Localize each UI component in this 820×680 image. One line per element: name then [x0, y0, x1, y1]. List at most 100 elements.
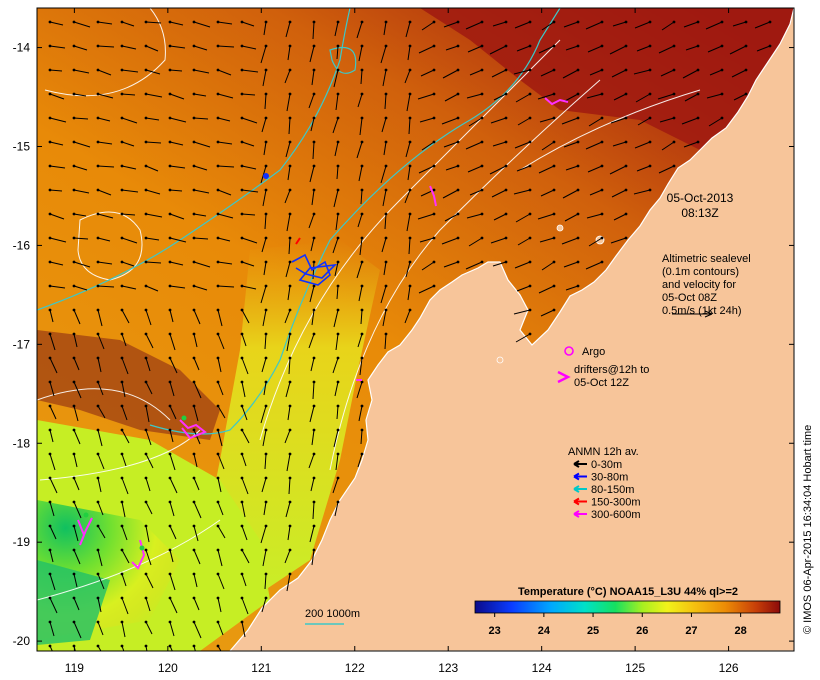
colorbar-tick-label: 23 — [489, 625, 501, 637]
velocity-arrow — [120, 644, 125, 651]
velocity-arrow — [168, 284, 186, 289]
velocity-arrow — [72, 356, 80, 371]
velocity-arrow — [120, 524, 128, 541]
velocity-arrow — [443, 260, 460, 268]
velocity-arrow — [144, 308, 152, 326]
velocity-arrow — [120, 452, 127, 467]
velocity-arrow — [334, 500, 340, 517]
velocity-arrow — [168, 548, 174, 563]
velocity-arrow — [565, 284, 580, 291]
velocity-arrow — [192, 404, 199, 422]
velocity-arrow — [359, 236, 364, 256]
velocity-arrow — [466, 212, 484, 219]
velocity-arrow — [48, 92, 65, 100]
velocity-arrow — [192, 524, 199, 542]
velocity-arrow — [309, 164, 316, 183]
velocity-arrow — [419, 236, 436, 243]
velocity-arrow — [216, 212, 234, 219]
velocity-arrow — [515, 92, 532, 103]
anmn-arrowhead-icon — [573, 497, 580, 506]
velocity-arrow — [120, 620, 126, 638]
velocity-arrow — [287, 44, 292, 61]
velocity-arrow — [383, 20, 388, 36]
velocity-arrow — [683, 20, 700, 28]
velocity-arrow — [262, 428, 268, 447]
velocity-arrow — [72, 572, 78, 588]
velocity-arrow — [96, 68, 112, 76]
velocity-arrow — [309, 284, 316, 303]
velocity-arrow — [262, 68, 268, 87]
x-tick-label: 120 — [158, 661, 178, 675]
velocity-arrow — [240, 164, 257, 170]
velocity-arrow — [286, 92, 292, 112]
velocity-arrow — [72, 308, 81, 325]
velocity-arrow — [310, 116, 316, 132]
velocity-arrow — [539, 236, 556, 243]
velocity-arrow — [120, 596, 129, 615]
velocity-arrow — [404, 68, 412, 84]
velocity-arrow — [168, 236, 187, 243]
velocity-arrow — [467, 44, 484, 53]
velocity-arrow — [334, 380, 340, 397]
velocity-arrow — [516, 44, 532, 52]
velocity-arrow — [48, 236, 67, 243]
velocity-arrow — [517, 236, 532, 246]
credit-text: © IMOS 06-Apr-2015 16:34:04 Hobart time — [802, 425, 814, 634]
velocity-arrow — [310, 236, 316, 252]
velocity-arrow — [48, 620, 55, 637]
velocity-arrow — [382, 68, 388, 87]
velocity-arrow — [312, 500, 316, 520]
velocity-arrow — [565, 164, 580, 171]
velocity-arrow — [72, 596, 80, 611]
velocity-arrow — [48, 380, 55, 397]
velocity-arrow — [492, 20, 508, 27]
velocity-arrow — [540, 188, 556, 197]
velocity-arrow — [420, 68, 436, 77]
velocity-arrow — [312, 140, 316, 160]
velocity-arrow — [261, 356, 268, 373]
velocity-arrow — [261, 236, 268, 253]
velocity-arrow — [308, 92, 316, 109]
drifter-track-blue — [291, 253, 338, 286]
velocity-arrow — [310, 356, 316, 372]
velocity-arrow — [288, 476, 292, 495]
velocity-arrow — [563, 20, 580, 28]
velocity-arrow — [467, 164, 484, 173]
velocity-arrow — [48, 548, 54, 563]
velocity-arrow — [144, 260, 162, 264]
velocity-arrow — [585, 140, 604, 150]
velocity-arrow — [168, 164, 186, 169]
velocity-arrow — [144, 428, 152, 446]
y-tick-label: -14 — [13, 41, 31, 55]
velocity-arrow — [357, 212, 364, 228]
velocity-arrow — [48, 332, 56, 351]
velocity-arrow — [240, 284, 257, 290]
anmn-legend-label: 300-600m — [591, 509, 641, 521]
velocity-arrow — [541, 260, 556, 271]
velocity-arrow — [192, 68, 210, 74]
argo-legend: Argo — [564, 346, 605, 358]
velocity-arrow — [311, 188, 316, 206]
velocity-arrow — [358, 164, 364, 182]
velocity-arrow — [681, 116, 700, 125]
velocity-arrow — [515, 332, 532, 343]
anmn-legend-item: 80-150m — [573, 484, 634, 496]
velocity-arrow — [192, 308, 201, 325]
velocity-arrow — [441, 236, 460, 245]
velocity-arrow — [144, 44, 159, 52]
island — [556, 224, 564, 232]
velocity-arrow — [563, 140, 580, 148]
velocity-arrow — [72, 164, 88, 171]
velocity-arrow — [586, 92, 604, 99]
velocity-arrow — [661, 140, 676, 151]
velocity-arrow — [216, 188, 232, 196]
velocity-arrow — [336, 164, 340, 180]
velocity-arrow — [216, 260, 233, 265]
velocity-arrow — [72, 452, 78, 468]
velocity-arrow — [756, 44, 772, 52]
y-tick-label: -15 — [13, 139, 31, 153]
map-plot-area[interactable] — [37, 8, 794, 662]
velocity-arrow — [144, 68, 161, 75]
velocity-arrow — [48, 644, 53, 651]
velocity-arrow — [72, 140, 91, 148]
